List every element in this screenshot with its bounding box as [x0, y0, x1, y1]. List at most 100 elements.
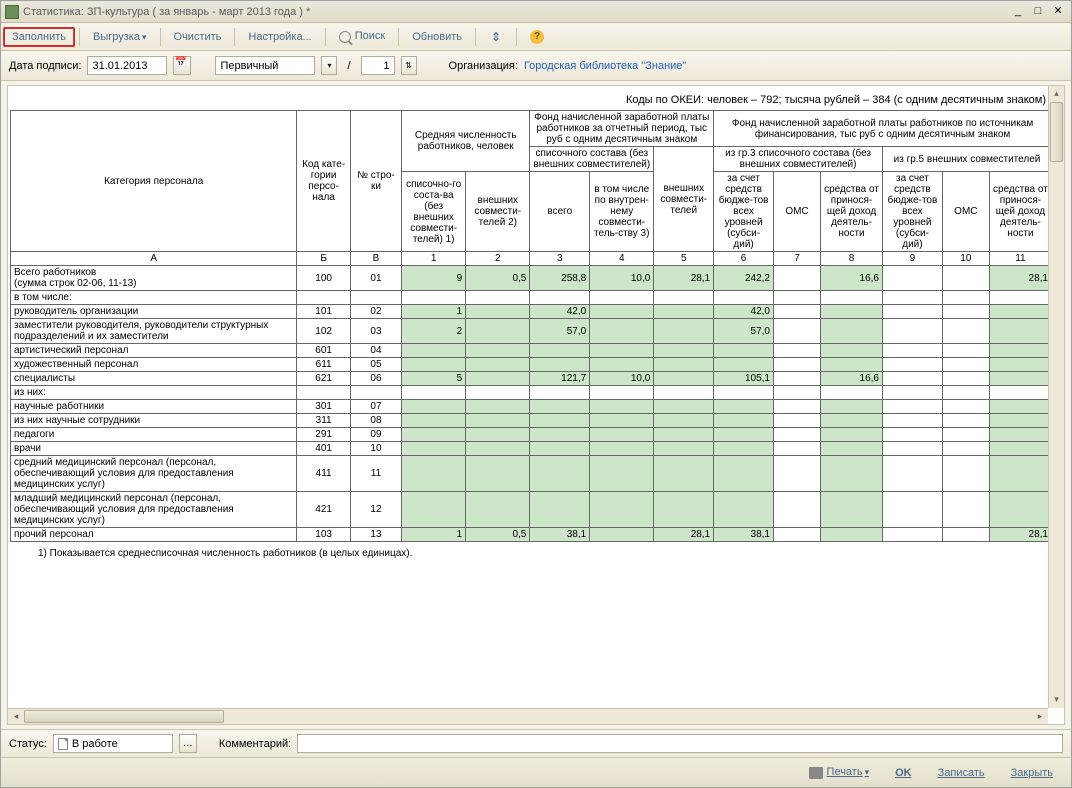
export-button[interactable]: Выгрузка▾ [84, 27, 156, 47]
cell-value[interactable] [774, 528, 821, 542]
cell-value[interactable] [590, 442, 654, 456]
cell-value[interactable] [530, 386, 590, 400]
table-row[interactable]: артистический персонал60104 [11, 344, 1052, 358]
cell-value[interactable] [774, 319, 821, 344]
cell-value[interactable] [774, 492, 821, 528]
cell-value[interactable]: 28,1 [654, 266, 714, 291]
cell-value[interactable] [942, 266, 989, 291]
cell-value[interactable] [774, 372, 821, 386]
cell-value[interactable] [590, 456, 654, 492]
cell-value[interactable] [530, 344, 590, 358]
cell-value[interactable] [530, 358, 590, 372]
cell-value[interactable] [466, 344, 530, 358]
cell-value[interactable]: 105,1 [714, 372, 774, 386]
refresh-button[interactable]: Обновить [403, 27, 471, 47]
cell-value[interactable] [466, 358, 530, 372]
cell-value[interactable] [821, 528, 883, 542]
cell-value[interactable] [989, 372, 1051, 386]
cell-value[interactable] [883, 291, 943, 305]
cell-value[interactable]: 121,7 [530, 372, 590, 386]
date-input[interactable] [87, 56, 167, 75]
cell-value[interactable] [466, 428, 530, 442]
table-row[interactable]: Всего работников (сумма строк 02-06, 11-… [11, 266, 1052, 291]
cell-value[interactable] [466, 386, 530, 400]
cell-value[interactable] [654, 428, 714, 442]
cell-value[interactable] [821, 492, 883, 528]
cell-value[interactable] [989, 400, 1051, 414]
cell-value[interactable] [774, 305, 821, 319]
cell-value[interactable] [590, 400, 654, 414]
cell-value[interactable] [774, 344, 821, 358]
cell-value[interactable] [942, 358, 989, 372]
table-row[interactable]: из них научные сотрудники31108 [11, 414, 1052, 428]
cell-value[interactable] [714, 414, 774, 428]
ok-button[interactable]: OK [885, 764, 922, 782]
cell-value[interactable] [942, 428, 989, 442]
cell-value[interactable] [883, 344, 943, 358]
cell-value[interactable] [654, 319, 714, 344]
cell-value[interactable] [883, 319, 943, 344]
table-row[interactable]: заместители руководителя, руководители с… [11, 319, 1052, 344]
table-row[interactable]: педагоги29109 [11, 428, 1052, 442]
cell-value[interactable] [714, 492, 774, 528]
table-row[interactable]: в том числе: [11, 291, 1052, 305]
cell-value[interactable] [654, 414, 714, 428]
cell-value[interactable] [590, 492, 654, 528]
cell-value[interactable] [466, 442, 530, 456]
scroll-thumb-h[interactable] [24, 710, 224, 723]
cell-value[interactable] [530, 428, 590, 442]
cell-value[interactable] [714, 344, 774, 358]
cell-value[interactable] [774, 266, 821, 291]
cell-value[interactable] [590, 344, 654, 358]
scroll-thumb-v[interactable] [1050, 102, 1063, 162]
scrollbar-horizontal[interactable]: ◂ ▸ [8, 708, 1048, 724]
cell-value[interactable] [466, 291, 530, 305]
cell-value[interactable] [466, 305, 530, 319]
table-row[interactable]: средний медицинский персонал (персонал, … [11, 456, 1052, 492]
scroll-left-icon[interactable]: ◂ [8, 709, 24, 724]
cell-value[interactable] [821, 305, 883, 319]
cell-value[interactable]: 16,6 [821, 266, 883, 291]
cell-value[interactable] [942, 528, 989, 542]
scroll-down-icon[interactable]: ▾ [1049, 692, 1064, 708]
cell-value[interactable]: 5 [402, 372, 466, 386]
cell-value[interactable] [942, 456, 989, 492]
settings-button[interactable]: Настройка... [239, 27, 320, 47]
minimize-button[interactable]: _ [1009, 4, 1027, 20]
calendar-button[interactable]: 📅 [173, 56, 191, 75]
cell-value[interactable] [883, 528, 943, 542]
cell-value[interactable] [989, 414, 1051, 428]
cell-value[interactable] [402, 428, 466, 442]
cell-value[interactable] [942, 492, 989, 528]
type-dropdown-icon[interactable]: ▾ [321, 56, 337, 75]
cell-value[interactable] [654, 456, 714, 492]
cell-value[interactable] [989, 291, 1051, 305]
cell-value[interactable]: 16,6 [821, 372, 883, 386]
scroll-up-icon[interactable]: ▴ [1049, 86, 1064, 102]
scrollbar-vertical[interactable]: ▴ ▾ [1048, 86, 1064, 708]
cell-value[interactable] [402, 456, 466, 492]
cell-value[interactable] [654, 344, 714, 358]
cell-value[interactable] [590, 305, 654, 319]
cell-value[interactable] [530, 291, 590, 305]
content-scroll[interactable]: Коды по ОКЕИ: человек – 792; тысяча рубл… [8, 86, 1064, 724]
table-row[interactable]: врачи40110 [11, 442, 1052, 456]
cell-value[interactable] [942, 414, 989, 428]
cell-value[interactable]: 0,5 [466, 528, 530, 542]
seq-stepper-icon[interactable]: ⇅ [401, 56, 417, 75]
cell-value[interactable] [402, 400, 466, 414]
table-row[interactable]: художественный персонал61105 [11, 358, 1052, 372]
cell-value[interactable] [821, 386, 883, 400]
cell-value[interactable] [942, 344, 989, 358]
cell-value[interactable]: 10,0 [590, 372, 654, 386]
cell-value[interactable]: 10,0 [590, 266, 654, 291]
cell-value[interactable] [714, 442, 774, 456]
cell-value[interactable] [774, 442, 821, 456]
scroll-right-icon[interactable]: ▸ [1032, 709, 1048, 724]
cell-value[interactable] [402, 414, 466, 428]
help-button[interactable]: ? [521, 26, 553, 48]
status-combo[interactable]: В работе [53, 734, 173, 753]
cell-value[interactable] [714, 400, 774, 414]
cell-value[interactable] [402, 492, 466, 528]
cell-value[interactable] [989, 319, 1051, 344]
